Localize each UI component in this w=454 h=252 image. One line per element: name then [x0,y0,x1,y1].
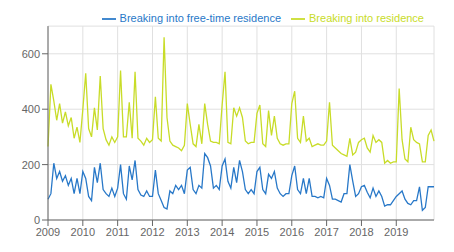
svg-text:2018: 2018 [349,226,373,238]
html-text:Breaking into residence: Breaking into residence [309,12,424,24]
html-text:Breaking into free-time reside: Breaking into free-time residence [119,12,281,24]
svg-text:2012: 2012 [140,226,164,238]
svg-text:2016: 2016 [280,226,304,238]
svg-text:600: 600 [22,48,40,60]
svg-text:2009: 2009 [36,226,60,238]
svg-text:400: 400 [22,103,40,115]
svg-text:2013: 2013 [175,226,199,238]
svg-text:200: 200 [22,159,40,171]
svg-text:2017: 2017 [314,226,338,238]
svg-text:2015: 2015 [245,226,269,238]
svg-text:2014: 2014 [210,226,234,238]
svg-text:2011: 2011 [106,226,130,238]
svg-text:2019: 2019 [384,226,408,238]
svg-text:0: 0 [34,214,40,226]
svg-text:2010: 2010 [71,226,95,238]
